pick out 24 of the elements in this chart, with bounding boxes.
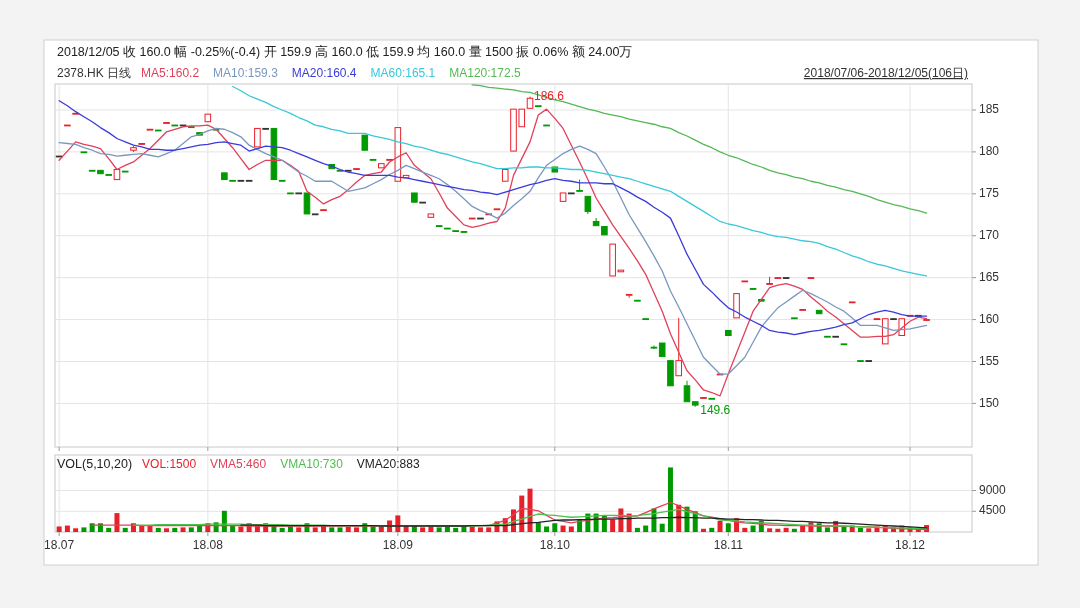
- y-tick-label: 165: [979, 269, 1000, 284]
- x-tick-label: 18.09: [382, 538, 414, 552]
- annotation: 186.6: [534, 88, 565, 103]
- y-tick-label: 155: [979, 353, 1000, 368]
- chart-subtitle: 2378.HK 日线: [57, 66, 132, 80]
- y-tick-label: 4500: [979, 503, 1007, 518]
- legend: VOL:1500 VMA5:460 VMA10:730 VMA20:883: [142, 457, 420, 471]
- text: 2018/07/06-2018/12/05(106日): [803, 66, 968, 80]
- legend: MA5:160.2 MA10:159.3 MA20:160.4 MA60:165.1 MA120:172.5: [141, 66, 521, 80]
- chart-title: 2018/12/05 收 160.0 幅 -0.25%(-0.4) 开 159.9 高 160.0 低 159.9 均 160.0 量 1500 振 0.06% 额 24.00万: [57, 44, 633, 59]
- x-tick-label: 18.12: [895, 538, 926, 552]
- y-tick-label: 150: [979, 395, 1000, 410]
- y-tick-label: 170: [979, 227, 1000, 242]
- x-tick-label: 18.07: [44, 538, 75, 552]
- y-tick-label: 175: [979, 185, 1000, 200]
- y-tick-label: 160: [979, 311, 1000, 326]
- annotation: 149.6: [700, 402, 731, 417]
- y-tick-label: 180: [979, 144, 1000, 159]
- chart-title: VOL(5,10,20): [57, 457, 133, 471]
- y-tick-label: 185: [979, 102, 1000, 117]
- x-tick-label: 18.10: [539, 538, 571, 552]
- y-tick-label: 9000: [979, 482, 1007, 497]
- x-tick-label: 18.08: [192, 538, 224, 552]
- x-tick-label: 18.11: [713, 538, 744, 552]
